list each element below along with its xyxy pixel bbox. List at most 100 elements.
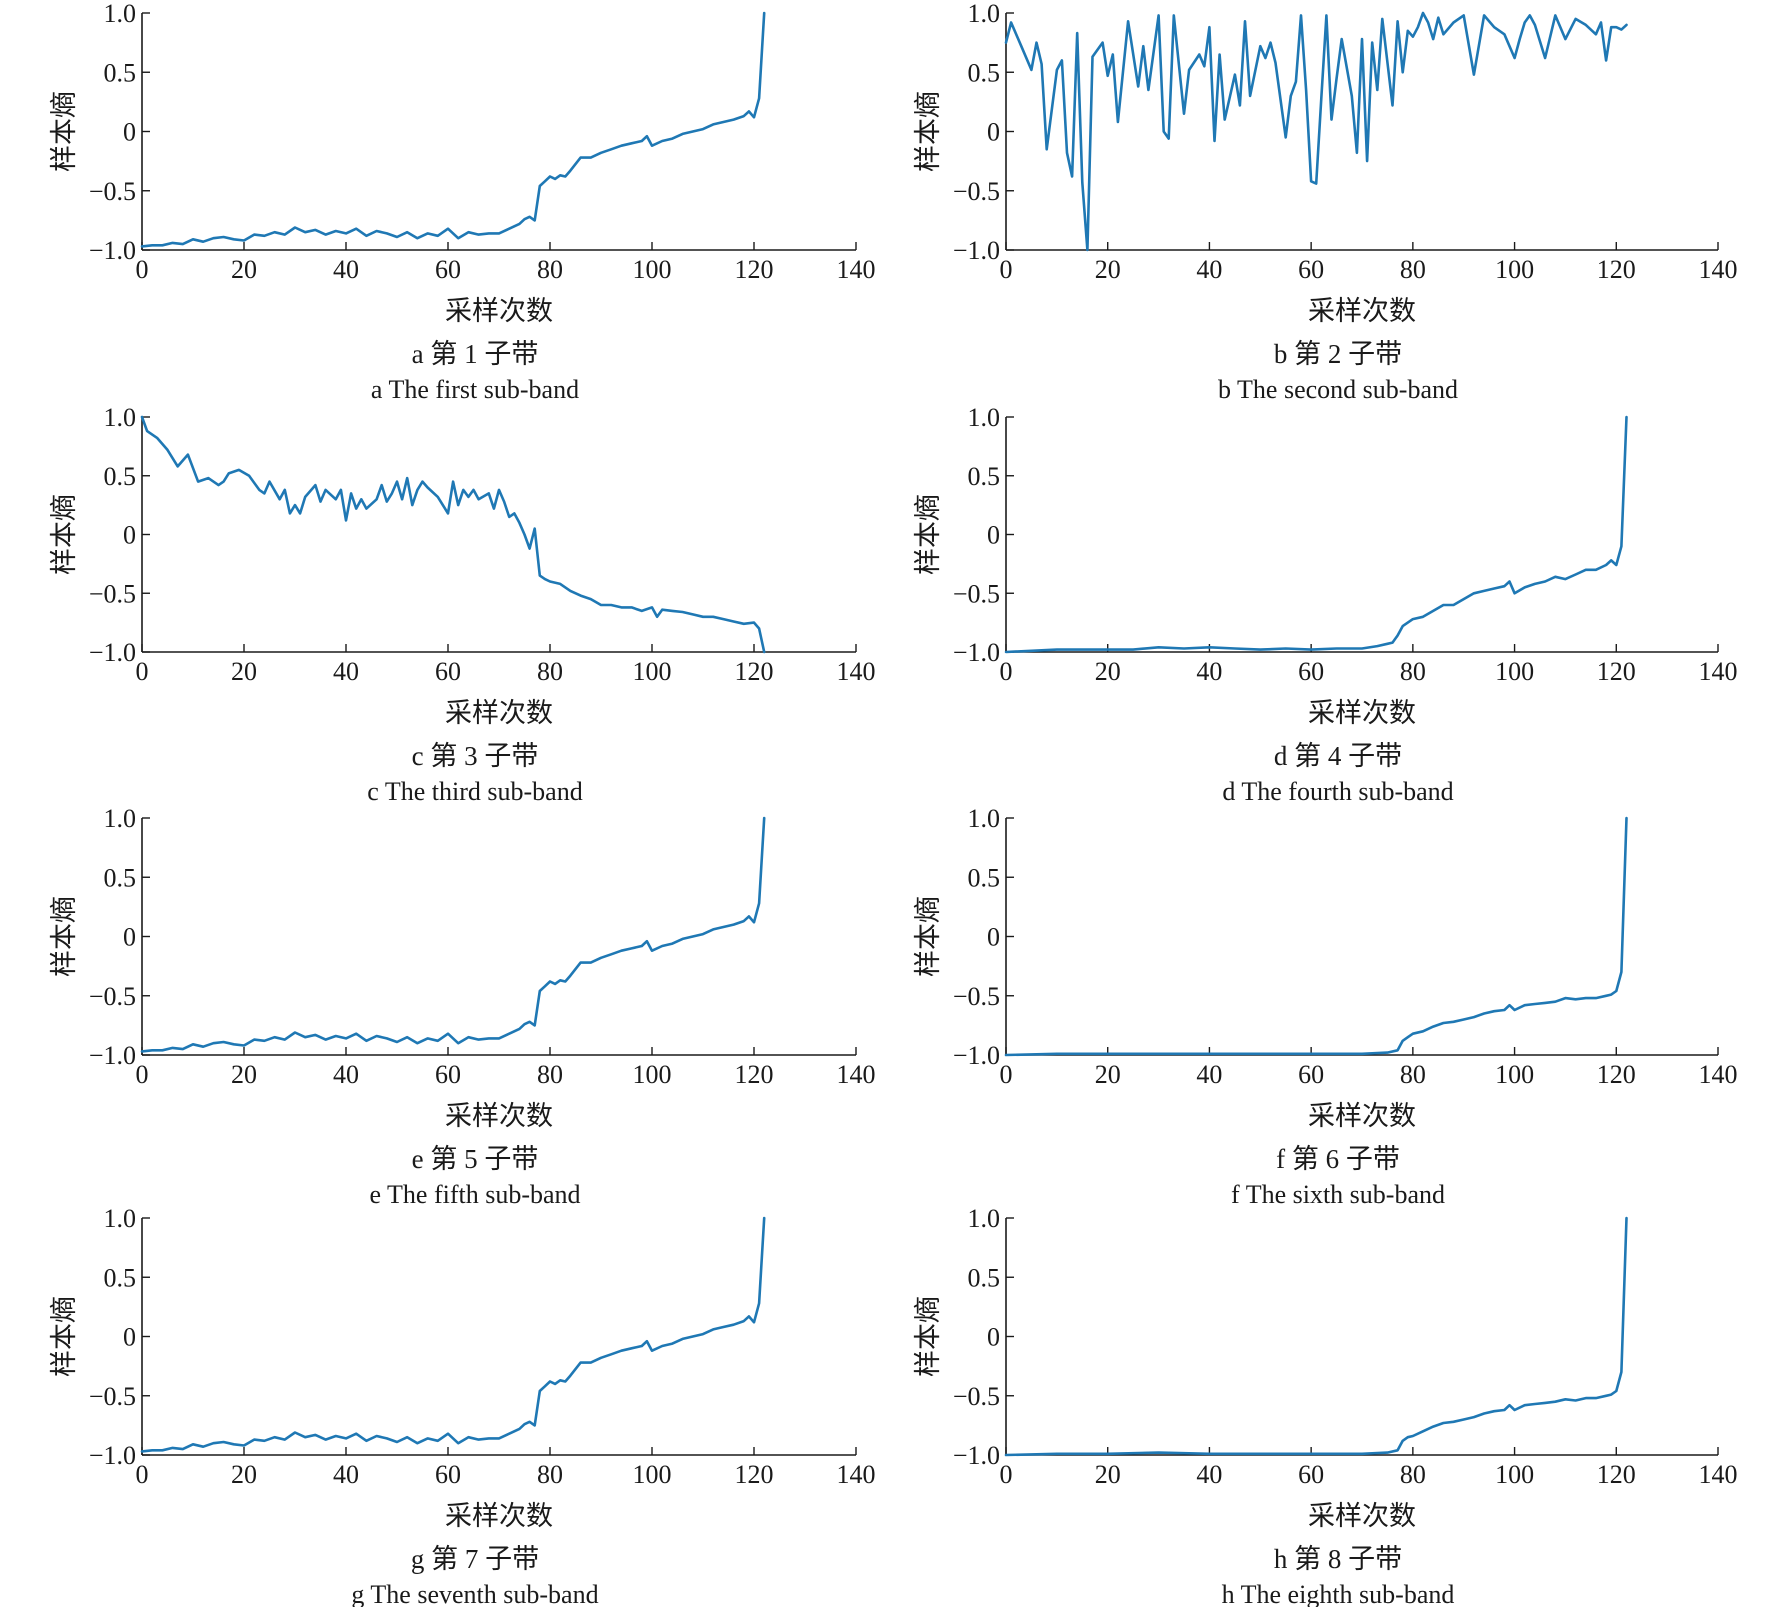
x-axis-title: 采样次数 <box>445 1101 553 1131</box>
y-tick-label: 1.0 <box>104 804 137 833</box>
y-tick-label: −0.5 <box>89 579 136 608</box>
x-tick-label: 0 <box>1000 1460 1013 1489</box>
caption-en: d The fourth sub-band <box>1222 777 1453 806</box>
y-tick-label: −0.5 <box>89 177 136 206</box>
y-tick-label: −0.5 <box>953 1382 1000 1411</box>
x-tick-label: 40 <box>333 1460 359 1489</box>
x-tick-label: 140 <box>837 1460 876 1489</box>
x-tick-label: 80 <box>537 255 563 284</box>
x-tick-label: 60 <box>435 657 461 686</box>
x-tick-label: 120 <box>735 657 774 686</box>
x-tick-label: 140 <box>1699 657 1738 686</box>
chart-panel-g: 1.00.50−0.5−1.00 20 40 60 80 100 120 140采样次数样本熵… <box>49 1204 876 1607</box>
x-axis-title: 采样次数 <box>445 698 553 728</box>
x-tick-label: 120 <box>1597 657 1636 686</box>
y-tick-label: 0 <box>987 521 1000 550</box>
y-axis-title: 样本熵 <box>49 494 79 575</box>
series-line <box>140 816 766 1053</box>
x-tick-label: 140 <box>1699 255 1738 284</box>
x-tick-label: 40 <box>333 657 359 686</box>
series-line <box>1004 415 1628 654</box>
y-tick-label: 0.5 <box>104 1263 137 1292</box>
x-tick-label: 80 <box>537 657 563 686</box>
caption-cn: h 第 8 子带 <box>1274 1544 1402 1574</box>
x-tick-label: 100 <box>633 255 672 284</box>
y-tick-label: −1.0 <box>89 1041 136 1070</box>
x-tick-label: 120 <box>1597 1460 1636 1489</box>
caption-en: b The second sub-band <box>1218 375 1458 404</box>
x-tick-label: 80 <box>537 1460 563 1489</box>
y-tick-label: 1.0 <box>104 403 137 432</box>
x-tick-label: 80 <box>537 1060 563 1089</box>
y-tick-label: 1.0 <box>104 1204 137 1233</box>
caption-cn: f 第 6 子带 <box>1276 1144 1400 1174</box>
x-tick-label: 140 <box>837 255 876 284</box>
x-tick-label: 100 <box>1495 255 1534 284</box>
y-tick-label: 0.5 <box>968 58 1001 87</box>
y-tick-label: −1.0 <box>953 1441 1000 1470</box>
x-tick-label: 20 <box>1095 657 1121 686</box>
series-line <box>1004 816 1628 1057</box>
y-tick-label: 0 <box>987 118 1000 147</box>
x-tick-label: 60 <box>435 255 461 284</box>
y-tick-label: −0.5 <box>953 177 1000 206</box>
x-tick-label: 100 <box>1495 1460 1534 1489</box>
caption-cn: a 第 1 子带 <box>412 339 539 369</box>
x-tick-label: 140 <box>1699 1060 1738 1089</box>
chart-panel-a: 1.00.50−0.5−1.00 20 40 60 80 100 120 140采样次数样本熵… <box>49 0 876 404</box>
x-tick-label: 0 <box>136 255 149 284</box>
x-tick-label: 40 <box>1196 1460 1222 1489</box>
chart-panel-e: 1.00.50−0.5−1.00 20 40 60 80 100 120 140采样次数样本熵… <box>49 804 876 1209</box>
x-tick-label: 60 <box>1298 1460 1324 1489</box>
x-tick-label: 80 <box>1400 255 1426 284</box>
chart-panel-c: 1.00.50−0.5−1.00 20 40 60 80 100 120 140采样次数样本熵… <box>49 403 876 806</box>
y-axis-title: 样本熵 <box>49 91 79 172</box>
y-tick-label: −0.5 <box>89 1382 136 1411</box>
y-tick-label: 0.5 <box>968 462 1001 491</box>
caption-en: c The third sub-band <box>367 777 582 806</box>
y-tick-label: −1.0 <box>953 638 1000 667</box>
x-tick-label: 0 <box>136 1060 149 1089</box>
y-tick-label: 0.5 <box>104 462 137 491</box>
caption-cn: c 第 3 子带 <box>412 741 539 771</box>
x-tick-label: 20 <box>231 1460 257 1489</box>
y-axis-title: 样本熵 <box>913 91 943 172</box>
y-tick-label: −1.0 <box>953 236 1000 265</box>
x-tick-label: 20 <box>231 255 257 284</box>
x-tick-label: 120 <box>1597 255 1636 284</box>
y-tick-label: 0 <box>123 923 136 952</box>
y-tick-label: 1.0 <box>968 0 1001 28</box>
series-line <box>1004 1216 1628 1457</box>
y-tick-label: −0.5 <box>89 982 136 1011</box>
x-axis-title: 采样次数 <box>1308 1101 1416 1131</box>
y-tick-label: −1.0 <box>89 638 136 667</box>
caption-en: e The fifth sub-band <box>369 1180 580 1209</box>
chart-panel-f: 1.00.50−0.5−1.00 20 40 60 80 100 120 140采样次数样本熵… <box>913 804 1738 1209</box>
x-tick-label: 40 <box>1196 255 1222 284</box>
x-tick-label: 120 <box>735 255 774 284</box>
x-tick-label: 140 <box>837 1060 876 1089</box>
x-tick-label: 20 <box>1095 1060 1121 1089</box>
y-axis-title: 样本熵 <box>913 1296 943 1377</box>
caption-cn: e 第 5 子带 <box>412 1144 539 1174</box>
x-axis-title: 采样次数 <box>445 1501 553 1531</box>
y-tick-label: 1.0 <box>104 0 137 28</box>
y-tick-label: 0.5 <box>968 1263 1001 1292</box>
caption-en: f The sixth sub-band <box>1231 1180 1445 1209</box>
x-tick-label: 60 <box>1298 1060 1324 1089</box>
series-line <box>1004 11 1628 252</box>
series-line <box>140 415 766 654</box>
y-tick-label: −1.0 <box>89 1441 136 1470</box>
y-tick-label: −0.5 <box>953 982 1000 1011</box>
x-tick-label: 20 <box>1095 1460 1121 1489</box>
caption-en: g The seventh sub-band <box>351 1580 598 1607</box>
x-tick-label: 120 <box>735 1460 774 1489</box>
x-tick-label: 100 <box>1495 1060 1534 1089</box>
x-tick-label: 140 <box>1699 1460 1738 1489</box>
y-tick-label: 0 <box>123 1323 136 1352</box>
caption-cn: b 第 2 子带 <box>1274 339 1402 369</box>
y-tick-label: 0 <box>123 521 136 550</box>
x-tick-label: 40 <box>1196 657 1222 686</box>
x-tick-label: 120 <box>1597 1060 1636 1089</box>
